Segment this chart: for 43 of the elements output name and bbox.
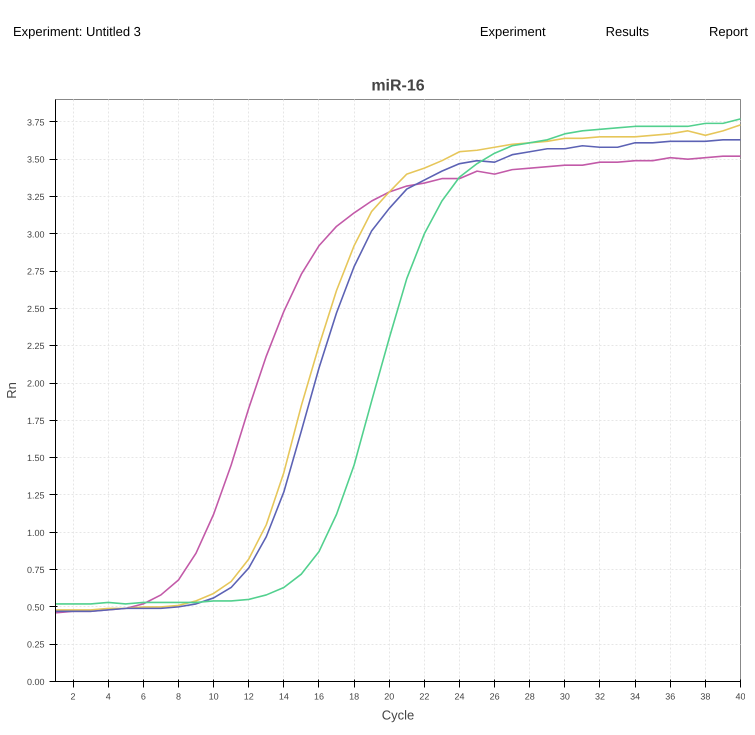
annotation: Report [708, 23, 748, 41]
y-tick-label: 2.75 [26, 266, 45, 277]
x-tick-label: 26 [490, 692, 500, 702]
x-tick-label: 22 [419, 692, 430, 702]
x-tick-label: 4 [106, 692, 111, 702]
x-tick-label: 34 [630, 692, 640, 702]
x-axis-title: Cycle [382, 708, 414, 722]
x-tick-label: 36 [665, 692, 676, 702]
y-tick-label: 3.50 [26, 154, 45, 165]
x-tick-label: 6 [140, 692, 146, 702]
x-tick-label: 8 [176, 692, 181, 702]
y-tick-label: 1.25 [26, 490, 45, 500]
x-tick-label: 32 [594, 692, 605, 702]
x-tick-label: 16 [314, 692, 324, 702]
y-tick-label: 2.50 [26, 304, 45, 314]
y-tick-label: 2.25 [26, 341, 45, 352]
x-tick-label: 40 [735, 692, 746, 702]
y-axis-title: Rn [4, 382, 19, 399]
x-tick-label: 14 [278, 692, 289, 702]
x-tick-label: 38 [700, 692, 710, 702]
x-tick-label: 30 [560, 692, 570, 702]
y-tick-label: 1.50 [26, 453, 45, 464]
x-tick-label: 2 [70, 692, 76, 702]
y-tick-label: 3.25 [26, 192, 45, 202]
y-tick-label: 0.50 [26, 602, 45, 612]
y-tick-label: 0.00 [26, 677, 45, 687]
x-tick-label: 24 [454, 692, 464, 702]
x-tick-label: 18 [349, 692, 360, 702]
y-tick-label: 2.00 [26, 378, 45, 389]
annotation: Experiment: Untitled 3 [13, 24, 141, 39]
annotation: Experiment [480, 23, 546, 41]
y-tick-label: 0.75 [26, 565, 45, 576]
y-tick-label: 3.00 [26, 229, 45, 240]
x-tick-label: 10 [208, 692, 219, 702]
y-tick-label: 1.75 [26, 416, 45, 426]
y-tick-label: 3.75 [26, 117, 45, 128]
annotation: Results [606, 23, 649, 41]
y-tick-label: 0.25 [26, 640, 45, 650]
x-tick-label: 20 [384, 692, 394, 702]
x-tick-label: 28 [524, 692, 535, 702]
y-tick-label: 1.00 [26, 528, 45, 538]
x-tick-label: 12 [244, 692, 254, 702]
chart-title: miR-16 [371, 78, 425, 94]
